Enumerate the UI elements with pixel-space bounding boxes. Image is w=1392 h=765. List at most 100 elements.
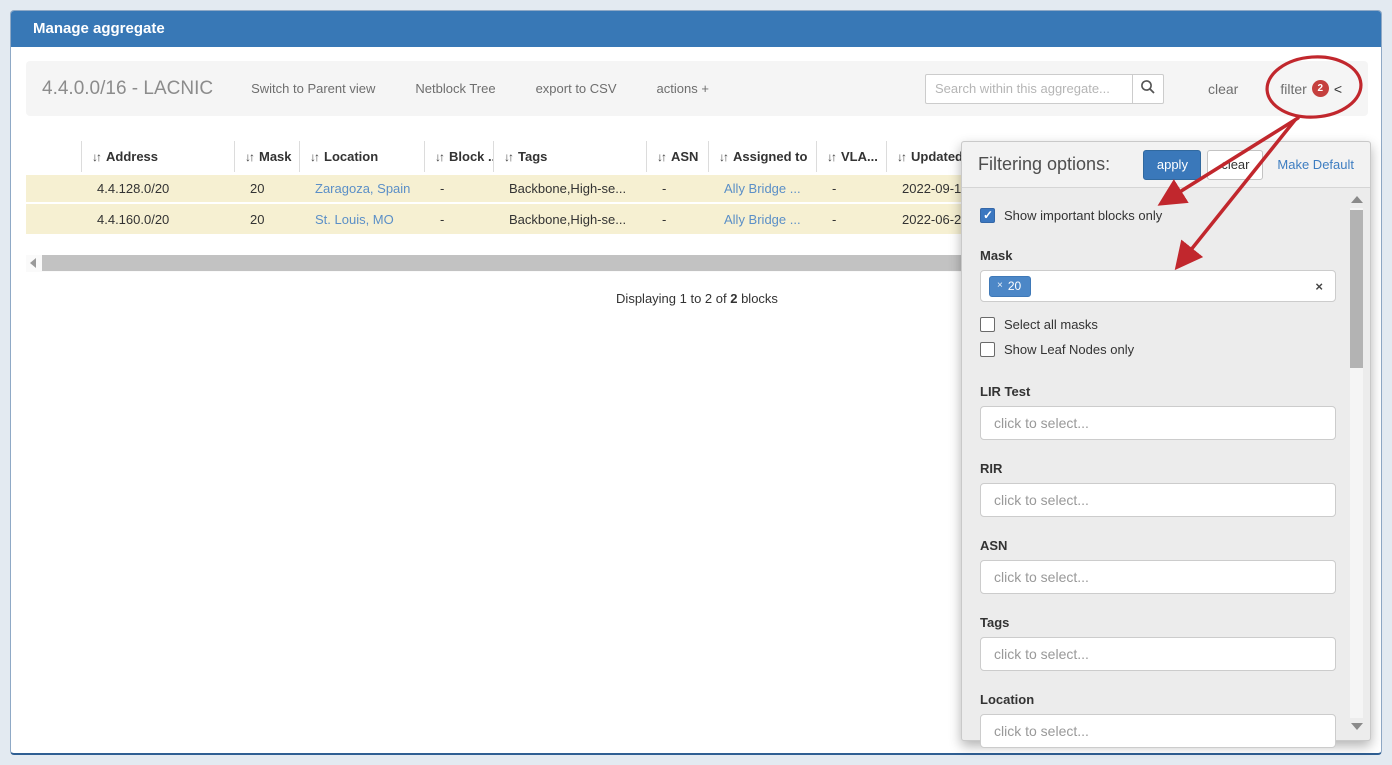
assigned-to-link[interactable]: Ally Bridge ... <box>724 181 801 196</box>
export-to-csv-link[interactable]: export to CSV <box>535 81 617 96</box>
table-header-row: ↓↑Address ↓↑Mask ↓↑Location ↓↑Block ... … <box>26 141 1368 172</box>
rir-select[interactable] <box>980 483 1336 517</box>
filter-panel-title: Filtering options: <box>978 154 1111 174</box>
sort-icon: ↓↑ <box>719 150 729 164</box>
filter-panel: Filtering options: apply clear Make Defa… <box>961 141 1371 748</box>
sort-icon: ↓↑ <box>245 150 255 164</box>
actions-menu[interactable]: actions + <box>656 81 709 96</box>
manage-aggregate-window: Manage aggregate 4.4.0.0/16 - LACNIC Swi… <box>10 10 1382 755</box>
cell-asn: - <box>646 172 708 204</box>
cell-address: 4.4.128.0/20 <box>81 172 234 204</box>
sort-icon: ↓↑ <box>897 150 907 164</box>
column-header-asn[interactable]: ↓↑ ASN <box>646 141 708 172</box>
filter-count-badge: 2 <box>1311 80 1329 97</box>
clear-search-link[interactable]: clear <box>1208 80 1239 97</box>
show-leaf-nodes-checkbox[interactable]: Show Leaf Nodes only <box>980 342 1344 357</box>
select-all-masks-checkbox[interactable]: Select all masks <box>980 317 1344 332</box>
toolbar-right: clear filter 2 < <box>925 73 1368 104</box>
mask-chip-value: 20 <box>1007 278 1022 293</box>
show-important-blocks-checkbox[interactable]: ✓ Show important blocks only <box>980 208 1344 223</box>
column-header-vlan[interactable]: ↓↑ VLA... <box>816 141 886 172</box>
search-icon <box>1140 79 1156 98</box>
cell-mask: 20 <box>234 172 299 204</box>
lir-test-filter-group: LIR Test <box>980 384 1344 440</box>
filter-label: filter <box>1280 80 1307 97</box>
column-header-tags[interactable]: ↓↑ Tags <box>493 141 646 172</box>
column-header-block[interactable]: ↓↑Block ... <box>424 141 493 172</box>
spacer-column <box>26 141 81 172</box>
chevron-left-icon: < <box>1333 80 1342 97</box>
cell-vlan: - <box>816 172 886 204</box>
rir-label: RIR <box>980 461 1003 476</box>
apply-button[interactable]: apply <box>1143 149 1202 180</box>
column-header-mask[interactable]: ↓↑ Mask <box>234 141 299 172</box>
vertical-scrollbar-thumb[interactable] <box>1350 210 1363 368</box>
filter-panel-header: Filtering options: apply clear Make Defa… <box>962 142 1370 188</box>
check-icon: ✓ <box>983 208 994 222</box>
checkbox-label: Show Leaf Nodes only <box>1004 342 1135 357</box>
cell-location: St. Louis, MO <box>299 204 424 236</box>
column-header-updated[interactable]: ↓↑ Updated <box>886 141 1036 172</box>
tags-label: Tags <box>980 615 1010 630</box>
cell-asn: - <box>646 204 708 236</box>
location-link[interactable]: St. Louis, MO <box>315 211 394 227</box>
mask-checkboxes: Select all masks Show Leaf Nodes only <box>980 317 1344 357</box>
vertical-scrollbar[interactable] <box>1348 194 1366 732</box>
cell-address: 4.4.160.0/20 <box>81 204 234 236</box>
column-header-location[interactable]: ↓↑ Location <box>299 141 424 172</box>
cell-block: - <box>424 204 493 236</box>
switch-to-parent-view-link[interactable]: Switch to Parent view <box>251 81 376 96</box>
column-header-address[interactable]: ↓↑ Address <box>81 141 234 172</box>
column-header-assigned-to[interactable]: ↓↑ Assigned to <box>708 141 816 172</box>
sort-icon: ↓↑ <box>435 150 445 164</box>
sort-icon: ↓↑ <box>92 150 102 164</box>
checkbox-unchecked-icon <box>980 317 995 332</box>
checkbox-checked-icon: ✓ <box>980 208 995 223</box>
tags-select[interactable] <box>980 637 1336 671</box>
filter-toggle[interactable]: filter 2 < <box>1280 80 1342 97</box>
netblock-tree-link[interactable]: Netblock Tree <box>415 81 496 96</box>
cell-block: - <box>424 172 493 204</box>
sort-icon: ↓↑ <box>504 150 514 164</box>
lir-test-select[interactable] <box>980 406 1336 440</box>
location-filter-group: Location <box>980 692 1344 748</box>
total-blocks-count: 2 <box>730 291 738 306</box>
mask-clear-icon[interactable]: × <box>1315 278 1323 294</box>
mask-filter-group: Mask × 20 × Select all masks Show Leaf No… <box>980 248 1344 357</box>
cell-location: Zaragoza, Spain <box>299 172 424 204</box>
location-label: Location <box>980 692 1035 707</box>
assigned-to-link[interactable]: Ally Bridge ... <box>724 211 801 227</box>
search-button[interactable] <box>1133 73 1164 104</box>
cell-assigned-to: Ally Bridge ... <box>708 172 816 204</box>
checkbox-label: Select all masks <box>1004 317 1098 332</box>
make-default-link[interactable]: Make Default <box>1277 157 1354 172</box>
window-titlebar: Manage aggregate <box>11 11 1381 47</box>
cell-tags: Backbone,High-se... <box>493 204 646 236</box>
page-title: Manage aggregate <box>33 20 165 37</box>
scroll-down-icon[interactable] <box>1351 723 1363 730</box>
asn-label: ASN <box>980 538 1008 553</box>
search-input[interactable] <box>925 73 1133 104</box>
aggregate-title: 4.4.0.0/16 - LACNIC <box>42 77 214 99</box>
cell-tags: Backbone,High-se... <box>493 172 646 204</box>
clear-filters-button[interactable]: clear <box>1207 149 1264 180</box>
asn-filter-group: ASN <box>980 538 1344 594</box>
tags-filter-group: Tags <box>980 615 1344 671</box>
cell-assigned-to: Ally Bridge ... <box>708 204 816 236</box>
chip-remove-icon[interactable]: × <box>997 280 1003 291</box>
scroll-up-icon[interactable] <box>1351 196 1363 203</box>
lir-test-label: LIR Test <box>980 384 1031 399</box>
sort-icon: ↓↑ <box>310 150 320 164</box>
sort-icon: ↓↑ <box>827 150 837 164</box>
mask-tag-input[interactable]: × 20 × <box>980 270 1336 302</box>
scroll-left-icon[interactable] <box>30 258 36 268</box>
checkbox-label: Show important blocks only <box>1004 208 1163 223</box>
toolbar: 4.4.0.0/16 - LACNIC Switch to Parent vie… <box>26 61 1368 116</box>
mask-chip[interactable]: × 20 <box>989 275 1032 297</box>
cell-vlan: - <box>816 204 886 236</box>
location-link[interactable]: Zaragoza, Spain <box>315 181 411 196</box>
location-select[interactable] <box>980 714 1336 748</box>
mask-label: Mask <box>980 248 1013 263</box>
asn-select[interactable] <box>980 560 1336 594</box>
checkbox-unchecked-icon <box>980 342 995 357</box>
